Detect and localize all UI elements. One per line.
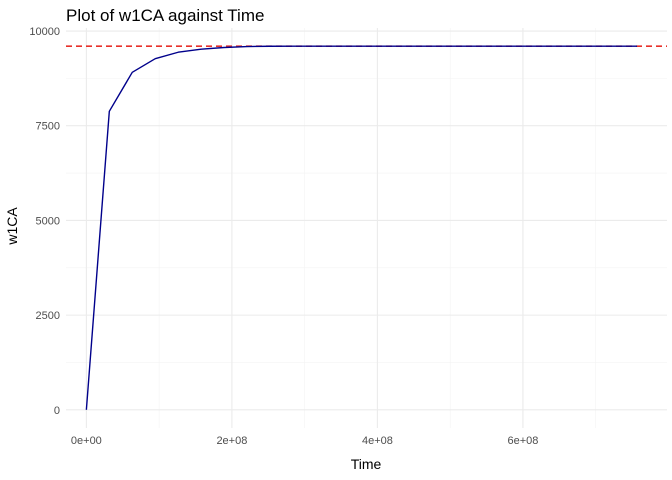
y-tick-label-1: 2500 <box>36 310 60 322</box>
y-tick-label-3: 7500 <box>36 121 60 133</box>
y-axis-title: w1CA <box>4 207 20 246</box>
x-axis-title: Time <box>351 456 382 472</box>
y-tick-label-0: 0 <box>54 405 60 417</box>
x-tick-label-3: 6e+08 <box>507 435 538 447</box>
x-axis-tick-labels: 0e+00 2e+08 4e+08 6e+08 <box>71 435 538 447</box>
chart-title: Plot of w1CA against Time <box>66 6 264 25</box>
grid <box>66 28 667 428</box>
x-tick-label-1: 2e+08 <box>216 435 247 447</box>
series-line-0 <box>85 45 638 410</box>
x-tick-label-2: 4e+08 <box>362 435 393 447</box>
y-tick-label-2: 5000 <box>36 215 60 227</box>
x-tick-label-0: 0e+00 <box>71 435 102 447</box>
series-layer <box>85 45 638 410</box>
y-axis-tick-labels: 0 2500 5000 7500 10000 <box>29 26 60 417</box>
y-tick-label-4: 10000 <box>29 26 60 38</box>
